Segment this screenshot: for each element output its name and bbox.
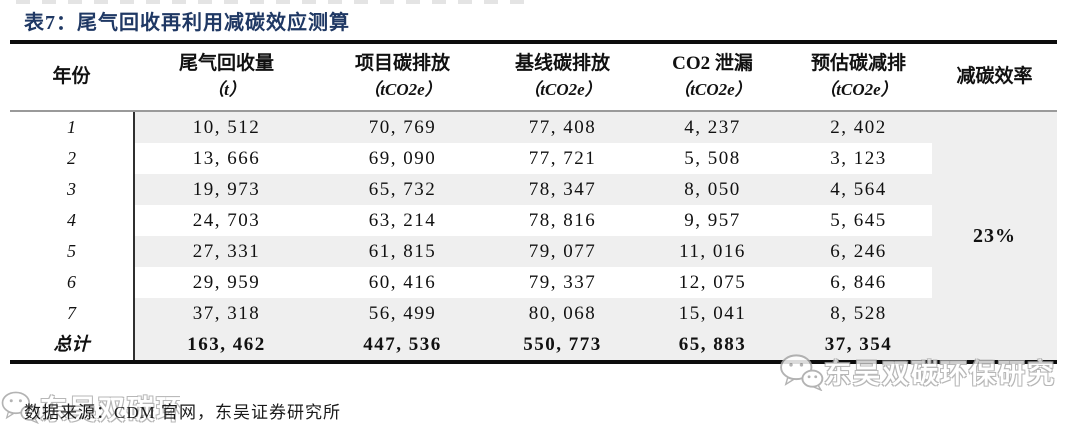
wechat-icon [1, 391, 40, 424]
data-cell: 77, 721 [528, 148, 597, 169]
watermark-left: 东吴双碳环保研究 [0, 384, 180, 430]
data-cell: 6, 846 [830, 272, 887, 293]
data-cell: 70, 769 [368, 117, 437, 138]
data-cell: 24, 703 [192, 210, 261, 231]
table-row-year7: 7 37, 318 56, 499 80, 068 15, 041 8, 528 [10, 298, 1057, 329]
year-cell: 3 [10, 174, 133, 205]
data-cell: 447, 536 [363, 334, 442, 355]
data-cell: 37, 318 [192, 303, 261, 324]
data-cell: 3, 123 [830, 148, 887, 169]
data-cell: 65, 883 [678, 334, 747, 355]
source-note: 数据来源：CDM 官网，东吴证券研究所 [24, 403, 341, 422]
wechat-icon [780, 353, 824, 391]
data-cell: 11, 016 [679, 241, 746, 262]
year-cell: 7 [10, 298, 133, 329]
data-cell: 65, 732 [368, 179, 437, 200]
header-cell-co2-leakage: CO2 泄漏 （tCO2e） [672, 53, 753, 99]
data-cell: 77, 408 [528, 117, 597, 138]
year-cell: 1 [10, 112, 133, 143]
header-cell-estimated-reduction: 预估碳减排 （tCO2e） [810, 53, 906, 99]
data-cell: 61, 815 [368, 241, 437, 262]
table-bottom-border [10, 360, 1057, 364]
data-cell: 63, 214 [368, 210, 437, 231]
data-cell: 12, 075 [678, 272, 747, 293]
data-cell: 9, 957 [684, 210, 741, 231]
table-top-border [10, 40, 1057, 44]
data-cell: 79, 077 [528, 241, 597, 262]
data-cell: 2, 402 [830, 117, 887, 138]
year-cell: 2 [10, 143, 133, 174]
table-title: 表7：尾气回收再利用减碳效应测算 [24, 12, 350, 34]
efficiency-column: 23% [932, 112, 1057, 360]
data-cell: 5, 508 [684, 148, 741, 169]
table-row-year5: 5 27, 331 61, 815 79, 077 11, 016 6, 246 [10, 236, 1057, 267]
table-row-year4: 4 24, 703 63, 214 78, 816 9, 957 5, 645 [10, 205, 1057, 236]
watermark-text: 东吴双碳环保研究 [824, 359, 1056, 389]
table-row-year2: 2 13, 666 69, 090 77, 721 5, 508 3, 123 [10, 143, 1057, 174]
top-crop-watermark [16, 0, 526, 4]
data-cell: 550, 773 [523, 334, 602, 355]
year-cell: 5 [10, 236, 133, 267]
data-cell: 8, 050 [684, 179, 741, 200]
data-cell: 79, 337 [528, 272, 597, 293]
year-cell: 4 [10, 205, 133, 236]
year-cell: 6 [10, 267, 133, 298]
data-cell: 60, 416 [368, 272, 437, 293]
data-cell: 4, 237 [684, 117, 741, 138]
data-cell: 29, 959 [192, 272, 261, 293]
table-row-year6: 6 29, 959 60, 416 79, 337 12, 075 6, 846 [10, 267, 1057, 298]
table-row-total: 总计 163, 462 447, 536 550, 773 65, 883 37… [10, 329, 1057, 360]
table-row-year1: 1 10, 512 70, 769 77, 408 4, 237 2, 402 [10, 112, 1057, 143]
data-cell: 37, 354 [824, 334, 893, 355]
header-cell-project-emissions: 项目碳排放 （tCO2e） [354, 53, 450, 99]
watermark-text: 东吴双碳环保研究 [40, 394, 180, 425]
data-cell: 6, 246 [830, 241, 887, 262]
table-header-row: 年份 尾气回收量 （t） 项目碳排放 （tCO2e） 基线碳排放 （tCO2e）… [10, 44, 1057, 110]
watermark-right: 东吴双碳环保研究 [778, 352, 1056, 391]
data-cell: 5, 645 [830, 210, 887, 231]
header-cell-year: 年份 [52, 66, 91, 87]
data-cell: 13, 666 [192, 148, 261, 169]
efficiency-value: 23% [973, 224, 1016, 247]
data-cell: 15, 041 [678, 303, 747, 324]
data-cell: 80, 068 [528, 303, 597, 324]
data-cell: 8, 528 [830, 303, 887, 324]
data-cell: 19, 973 [192, 179, 261, 200]
data-cell: 163, 462 [187, 334, 266, 355]
data-cell: 4, 564 [830, 179, 887, 200]
data-cell: 69, 090 [368, 148, 437, 169]
table-body: 1 10, 512 70, 769 77, 408 4, 237 2, 402 … [10, 112, 1057, 360]
table-row-year3: 3 19, 973 65, 732 78, 347 8, 050 4, 564 [10, 174, 1057, 205]
data-cell: 10, 512 [192, 117, 261, 138]
header-cell-baseline-emissions: 基线碳排放 （tCO2e） [514, 53, 610, 99]
header-cell-tailgas-recovered: 尾气回收量 （t） [178, 53, 274, 99]
year-column-divider [133, 112, 135, 360]
data-cell: 78, 816 [528, 210, 597, 231]
data-cell: 56, 499 [368, 303, 437, 324]
total-label-cell: 总计 [10, 329, 133, 360]
header-cell-efficiency: 减碳效率 [956, 66, 1033, 87]
data-cell: 27, 331 [192, 241, 261, 262]
data-cell: 78, 347 [528, 179, 597, 200]
